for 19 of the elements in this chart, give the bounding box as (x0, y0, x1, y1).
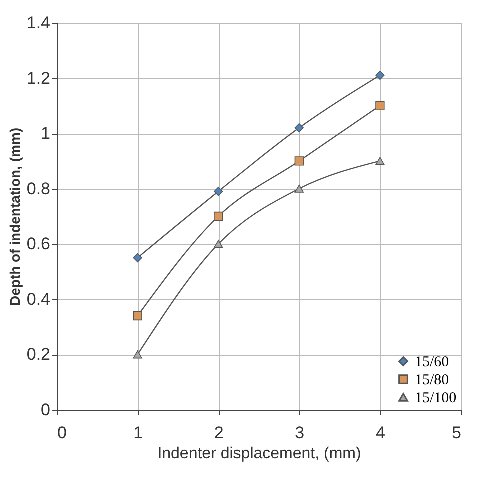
y-tick-label: 0.6 (26, 234, 50, 254)
x-tick-label: 0 (58, 424, 67, 442)
y-tick-label: 1.4 (26, 14, 50, 32)
x-tick-label: 2 (214, 424, 224, 442)
legend-label: 15/80 (415, 372, 450, 388)
x-axis-title: Indenter displacement, (mm) (158, 446, 362, 462)
y-tick-label: 0.2 (26, 345, 50, 364)
y-tick-label: 0 (41, 400, 50, 420)
x-tick-label: 4 (376, 424, 386, 442)
y-tick-label: 1.2 (26, 68, 50, 88)
y-axis-title: Depth of indentation, (mm) (6, 128, 23, 306)
x-tick-label: 3 (295, 424, 305, 442)
x-tick-label: 1 (134, 424, 144, 442)
legend-label: 15/60 (415, 354, 450, 370)
y-tick-label: 0.4 (26, 290, 50, 309)
y-tick-label: 0.8 (26, 179, 50, 198)
x-tick-label: 5 (452, 424, 462, 442)
y-tick-label: 1 (41, 124, 50, 144)
legend-label: 15/100 (415, 390, 457, 406)
